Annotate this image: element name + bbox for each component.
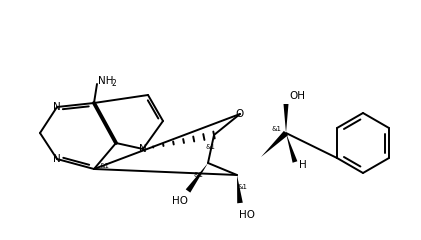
Text: NH: NH	[98, 76, 114, 86]
Text: OH: OH	[289, 91, 305, 101]
Text: N: N	[53, 154, 61, 164]
Text: O: O	[236, 109, 244, 119]
Polygon shape	[286, 133, 297, 163]
Text: N: N	[139, 144, 147, 154]
Polygon shape	[186, 163, 208, 193]
Text: &1: &1	[99, 163, 109, 169]
Text: HO: HO	[239, 210, 255, 220]
Text: &1: &1	[237, 184, 247, 190]
Text: &1: &1	[193, 172, 203, 178]
Text: 2: 2	[111, 79, 116, 89]
Text: HO: HO	[172, 196, 188, 206]
Polygon shape	[283, 104, 288, 133]
Polygon shape	[237, 175, 243, 203]
Text: &1: &1	[271, 126, 281, 132]
Text: H: H	[299, 160, 307, 170]
Polygon shape	[261, 131, 288, 157]
Text: N: N	[53, 102, 61, 112]
Text: &1: &1	[206, 144, 216, 150]
